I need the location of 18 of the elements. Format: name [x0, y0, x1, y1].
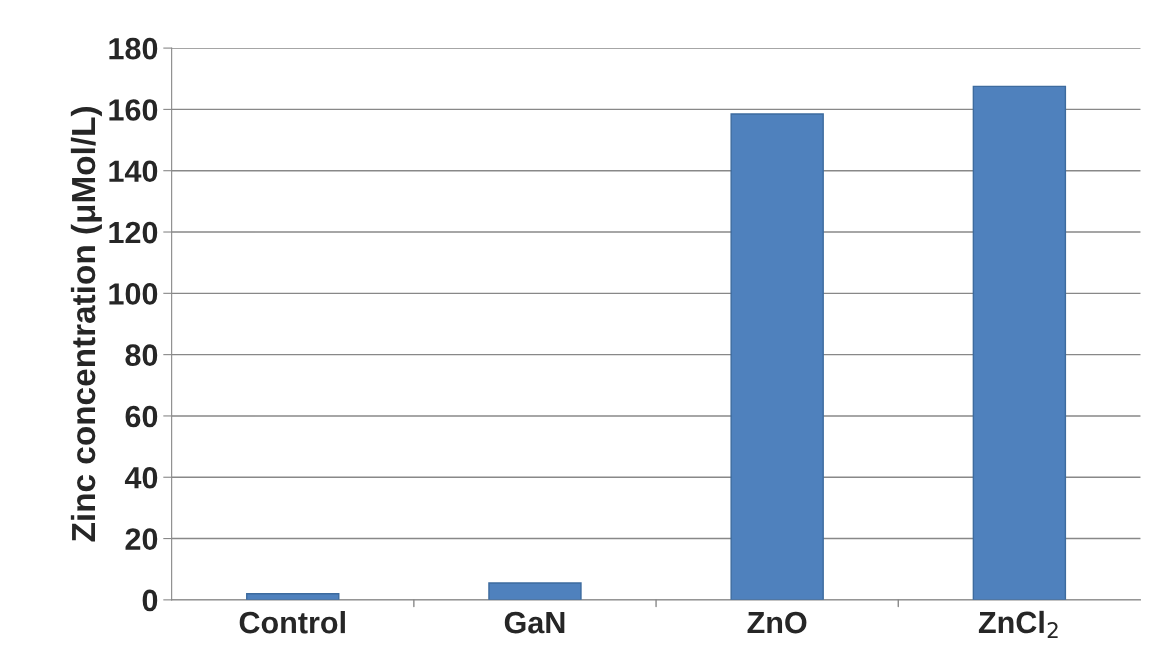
x-tick-label: Control	[239, 610, 345, 634]
y-tick-label: 140	[109, 160, 158, 183]
x-tick-label: ZnCl$_{2}$	[978, 610, 1058, 638]
y-tick-label: 100	[109, 283, 158, 305]
x-tick-label: ZnO	[747, 611, 807, 634]
x-tick-label: GaN	[504, 611, 565, 634]
y-axis-title: Zinc concentration (μMol/L)	[70, 107, 102, 542]
y-tick-label: 80	[125, 344, 158, 367]
y-tick-label: 20	[125, 528, 158, 550]
y-tick-label: 0	[142, 589, 158, 612]
bar	[730, 113, 824, 600]
y-tick-label: 180	[109, 37, 158, 60]
y-tick-label: 40	[124, 466, 158, 489]
bar	[972, 85, 1067, 600]
y-tick-label: 160	[109, 99, 158, 121]
y-tick-label: 120	[109, 221, 158, 244]
y-tick-label: 60	[125, 405, 158, 428]
bar	[488, 582, 582, 600]
